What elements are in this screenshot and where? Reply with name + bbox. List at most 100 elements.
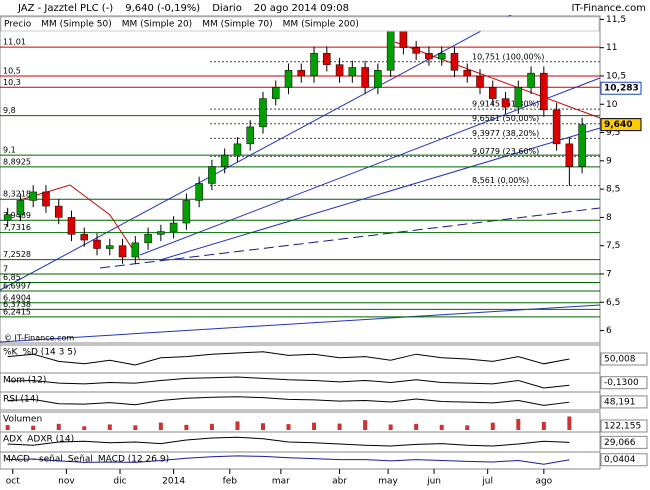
indicator-value: 29,066 (604, 438, 636, 448)
y-tick-label: 8,5 (606, 185, 620, 195)
level-label: 10,3 (3, 78, 21, 87)
y-tick-label: 10 (606, 100, 618, 110)
indicator-value-box (600, 395, 648, 409)
volume-bar (184, 424, 189, 430)
header-title: JAZ - Jazztel PLC (-) (17, 3, 113, 14)
fib-label: 8,561 (0,00%) (472, 176, 529, 185)
indicator-panel (0, 451, 601, 470)
header-bar (0, 0, 650, 15)
y-tick-label: 9,5 (606, 128, 620, 138)
candle-body (182, 200, 191, 224)
candle-body (208, 166, 216, 184)
level-label: 6,6997 (3, 281, 31, 290)
y-tick-label: 6,5 (606, 298, 620, 308)
indicator-value-box (600, 435, 648, 449)
indicator-line (7, 396, 570, 406)
x-tick-label: may (378, 477, 398, 487)
candle-body (284, 70, 293, 88)
indicator-value: 50,008 (604, 354, 636, 364)
level-label: 8,3218 (3, 190, 31, 199)
x-tick-label: nov (58, 477, 75, 487)
x-tick-label: abr (332, 477, 347, 487)
candle-body (323, 53, 331, 65)
candle-body (118, 245, 127, 258)
x-tick-label: jun (426, 477, 441, 487)
y-tick-label: 7 (606, 269, 612, 279)
candle-body (271, 87, 280, 99)
x-tick-label: ago (535, 477, 552, 487)
header-quote: 9,640 (-0,19%) (125, 3, 200, 14)
volume-bar (133, 425, 138, 430)
volume-bar (541, 422, 546, 430)
indicator-label: MACD (12 26 9) (98, 455, 169, 465)
x-tick-label: 2014 (162, 477, 185, 487)
trend-line (0, 304, 601, 343)
volume-bar (490, 422, 495, 430)
legend-entry: MM (Simple 50) (41, 20, 111, 30)
indicator-label: RSI (14) (3, 395, 39, 405)
candle-body (220, 154, 229, 167)
candle-body (437, 53, 446, 60)
level-label: 7 (3, 264, 8, 273)
level-label: 7,2528 (3, 250, 31, 259)
volume-bar (235, 421, 240, 430)
y-tick-label: 11 (606, 43, 617, 53)
level-label: 10,5 (3, 66, 21, 75)
candle-body (335, 64, 344, 77)
x-tick-label: feb (223, 477, 238, 487)
y-tick-label: 10,5 (606, 71, 626, 81)
volume-bar (516, 418, 521, 430)
candle-body (514, 87, 523, 108)
candle-body (476, 75, 484, 88)
candle-body (399, 30, 408, 48)
volume-bar (260, 423, 265, 430)
volume-bar (5, 425, 10, 430)
volume-bar (567, 416, 572, 430)
candle-body (578, 124, 586, 167)
candle-body (463, 70, 471, 77)
candle-body (348, 67, 357, 77)
candle-body (42, 191, 50, 207)
indicator-label: Señal (68, 455, 93, 465)
level-label: 6,3738 (3, 300, 31, 309)
x-tick-label: dic (113, 477, 126, 487)
y-tick-label: 8 (606, 213, 612, 223)
indicator-label: Mom (12) (3, 376, 46, 386)
indicator-label: MACD - señal (3, 455, 63, 465)
indicator-label: Volumen (3, 415, 42, 425)
volume-bar (439, 424, 444, 430)
y-tick-label: 6 (606, 326, 612, 336)
volume-bar (363, 420, 368, 430)
legend-entry: MM (Simple 200) (283, 20, 359, 30)
candle-body (310, 53, 318, 77)
source: IT-Finance.com (571, 3, 646, 14)
candle-body (54, 205, 63, 218)
volume-bar (31, 425, 36, 430)
candle-body (246, 126, 254, 145)
volume-bar (56, 423, 61, 430)
indicator-value-box (600, 453, 648, 467)
candle-body (131, 242, 140, 258)
header-period: Diario (212, 3, 242, 14)
price-label-box (600, 81, 642, 95)
price-label: 10,283 (604, 84, 639, 94)
y-tick-label: 7,5 (606, 241, 620, 251)
price-label: 9,640 (604, 120, 632, 130)
level-label: 6,2415 (3, 307, 31, 316)
indicator-value: 122,155 (604, 422, 641, 432)
candle-body (144, 234, 152, 244)
indicator-line (7, 351, 570, 366)
legend-entry: MM (Simple 20) (122, 20, 192, 30)
volume-bar (337, 423, 342, 430)
volume-bar (388, 424, 393, 430)
candle-body (93, 239, 101, 249)
fib-label: 9,6561 (50,00%) (472, 114, 539, 123)
trend-line (99, 207, 601, 269)
trend-line (159, 127, 601, 261)
legend-box (0, 16, 600, 32)
level-label: 7,9489 (3, 211, 31, 220)
watermark: © IT-Finance.com (4, 334, 74, 343)
volume-bar (158, 422, 163, 430)
fib-label: 9,0779 (23,60%) (472, 147, 539, 156)
